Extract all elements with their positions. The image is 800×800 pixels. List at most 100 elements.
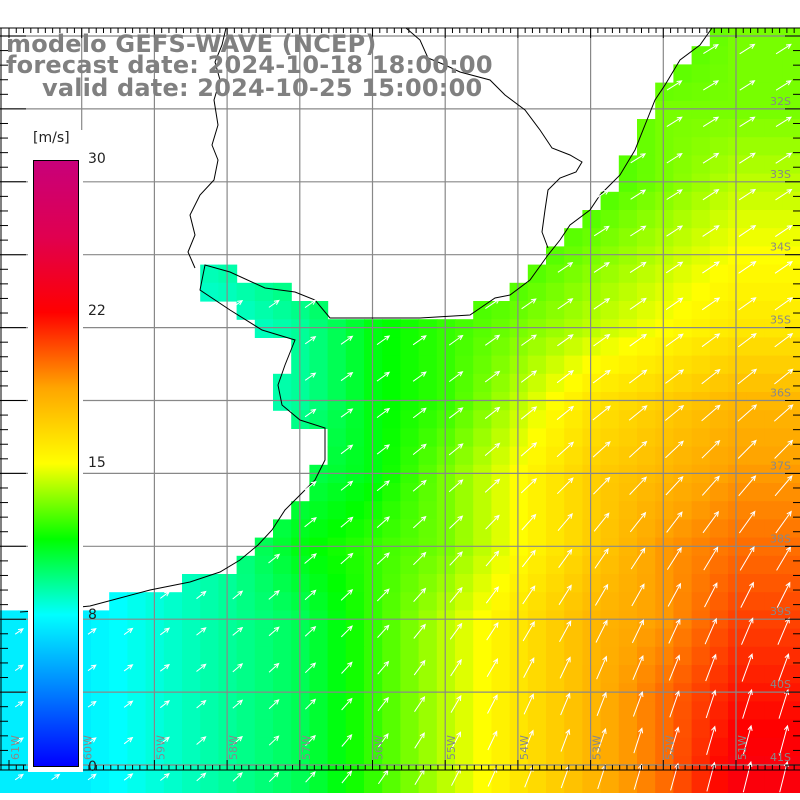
speed-cell [109, 592, 128, 611]
speed-cell [236, 665, 256, 684]
speed-cell [200, 610, 219, 630]
speed-cell [527, 282, 547, 302]
speed-cell [509, 592, 529, 611]
speed-cell [418, 446, 438, 466]
speed-cell [782, 282, 800, 302]
speed-cell [673, 228, 693, 247]
speed-cell [764, 501, 784, 520]
speed-cell [291, 574, 310, 593]
speed-cell [418, 592, 438, 611]
speed-cell [746, 701, 765, 721]
speed-cell [637, 373, 656, 393]
speed-cell [782, 555, 800, 575]
speed-cell [655, 82, 674, 102]
wind-arrow [87, 773, 97, 781]
speed-cell [600, 210, 620, 229]
wind-arrow [160, 591, 171, 599]
speed-cell [782, 428, 800, 448]
speed-cell [273, 282, 292, 302]
speed-cell [382, 628, 401, 648]
speed-cell [582, 464, 602, 484]
speed-cell [709, 392, 729, 411]
speed-cell [0, 646, 19, 666]
speed-cell [527, 410, 547, 429]
speed-cell [163, 646, 183, 666]
speed-cell [728, 155, 747, 175]
speed-cell [709, 701, 729, 721]
speed-cell [345, 519, 365, 539]
speed-cell [782, 137, 800, 156]
speed-cell [200, 719, 219, 739]
wind-arrow [705, 689, 717, 719]
speed-cell [746, 410, 765, 429]
speed-cell [436, 555, 456, 575]
speed-cell [564, 574, 583, 593]
speed-cell [382, 519, 401, 539]
wind-arrow [592, 405, 612, 421]
speed-cell [728, 28, 747, 47]
speed-cell [655, 319, 674, 338]
speed-cell [309, 628, 329, 648]
speed-cell [691, 719, 711, 739]
wind-arrow [376, 444, 391, 455]
wind-arrow [742, 688, 753, 719]
wind-arrow [665, 261, 684, 274]
speed-cell [127, 610, 147, 630]
lon-label: 59W [154, 735, 167, 760]
wind-arrow [669, 726, 680, 755]
speed-cell [327, 483, 347, 502]
wind-arrow [632, 654, 644, 680]
speed-cell [764, 137, 784, 156]
wind-arrow [778, 653, 790, 682]
wind-arrow [738, 188, 757, 201]
speed-cell [546, 719, 565, 739]
speed-cell [673, 82, 693, 102]
speed-cell [618, 392, 638, 411]
speed-cell [600, 555, 620, 575]
speed-cell [345, 701, 365, 721]
colorbar-tick-30: 30 [88, 151, 106, 167]
speed-cell [764, 519, 784, 539]
speed-cell [655, 246, 674, 266]
speed-cell [418, 392, 438, 411]
speed-cell [582, 646, 602, 666]
speed-cell [400, 665, 420, 684]
speed-cell [600, 319, 620, 338]
speed-cell [491, 337, 511, 357]
speed-cell [309, 574, 329, 593]
speed-cell [273, 737, 292, 757]
speed-cell [546, 301, 565, 320]
speed-cell [400, 719, 420, 739]
speed-cell [691, 665, 711, 684]
speed-cell [764, 483, 784, 502]
wind-arrow [232, 699, 244, 709]
speed-cell [455, 446, 474, 466]
speed-cell [546, 446, 565, 466]
wind-arrow [484, 442, 501, 456]
speed-cell [618, 719, 638, 739]
speed-cell [709, 665, 729, 684]
speed-cell [127, 719, 147, 739]
speed-cell [709, 119, 729, 138]
wind-arrow [666, 116, 683, 128]
speed-cell [418, 719, 438, 739]
wind-arrow [341, 734, 353, 747]
speed-cell [345, 319, 365, 338]
speed-cell [273, 537, 292, 557]
speed-cell [509, 319, 529, 338]
speed-cell [418, 574, 438, 593]
speed-cell [400, 428, 420, 448]
speed-cell [764, 82, 784, 102]
speed-cell [400, 628, 420, 648]
speed-cell [491, 574, 511, 593]
speed-cell [291, 301, 310, 320]
speed-cell [436, 464, 456, 484]
speed-cell [691, 373, 711, 393]
wind-arrow [774, 332, 794, 348]
speed-cell [709, 410, 729, 429]
speed-cell [473, 428, 492, 448]
speed-cell [455, 337, 474, 357]
speed-cell [709, 464, 729, 484]
speed-cell [218, 574, 238, 593]
